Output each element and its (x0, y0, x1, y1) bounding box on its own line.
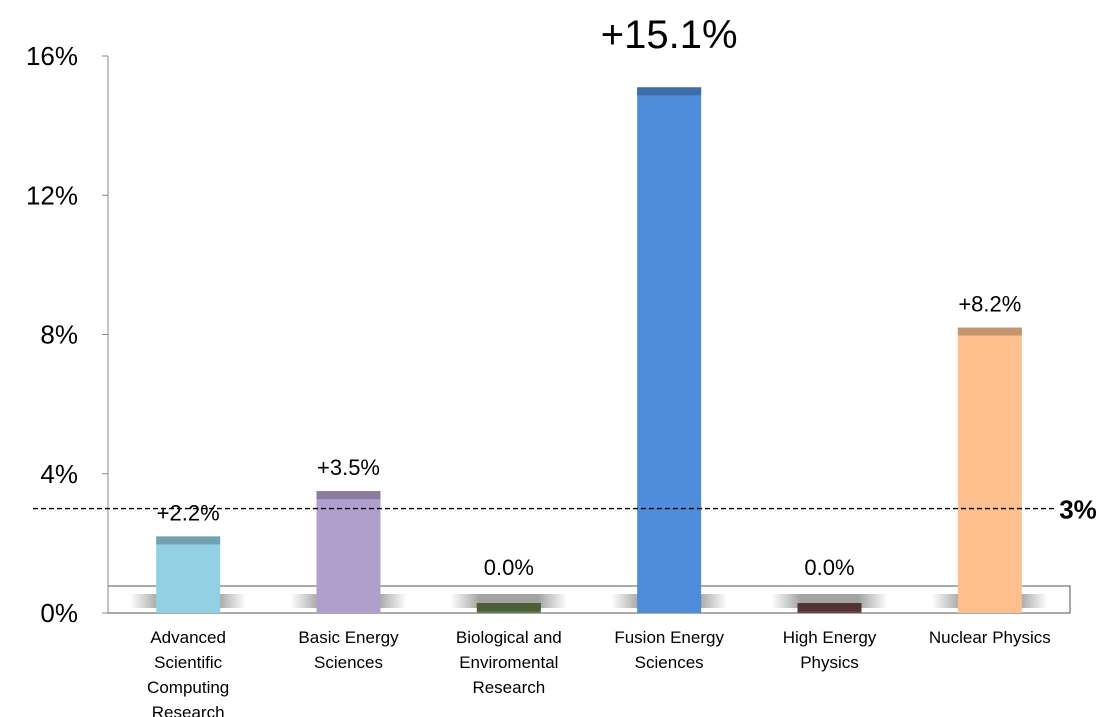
data-label: 0.0% (484, 555, 534, 580)
bar-top-face (637, 87, 702, 96)
bar-top-face (957, 327, 1022, 336)
data-label: +15.1% (601, 13, 738, 57)
data-label: 0.0% (804, 555, 854, 580)
bar-top-face (316, 491, 381, 500)
bar (957, 327, 1022, 613)
x-category-label: Advanced Scientific Computing Research (147, 628, 229, 717)
bar (156, 536, 221, 613)
bar (637, 87, 702, 614)
y-tick-label: 8% (40, 320, 78, 350)
bar-top-face (797, 603, 862, 611)
x-category-label: Biological and Enviromental Research (456, 628, 562, 697)
data-label: +3.5% (317, 455, 380, 480)
y-tick-label: 16% (26, 41, 78, 71)
bar-top-face (476, 603, 541, 611)
bar-top-face (156, 536, 221, 545)
chart-floor (107, 585, 1071, 614)
y-tick-label: 4% (40, 459, 78, 489)
x-category-label: Nuclear Physics (929, 628, 1051, 647)
y-tick-label: 0% (40, 598, 78, 628)
x-category-label: Basic Energy Sciences (298, 628, 399, 672)
reference-line-label: 3% (1059, 495, 1097, 525)
data-label: +2.2% (157, 500, 220, 525)
y-tick-label: 12% (26, 180, 78, 210)
data-label: +8.2% (958, 292, 1021, 317)
bar (316, 491, 381, 613)
x-category-label: Fusion Energy Sciences (614, 628, 724, 672)
x-category-label: High Energy Physics (783, 628, 877, 672)
